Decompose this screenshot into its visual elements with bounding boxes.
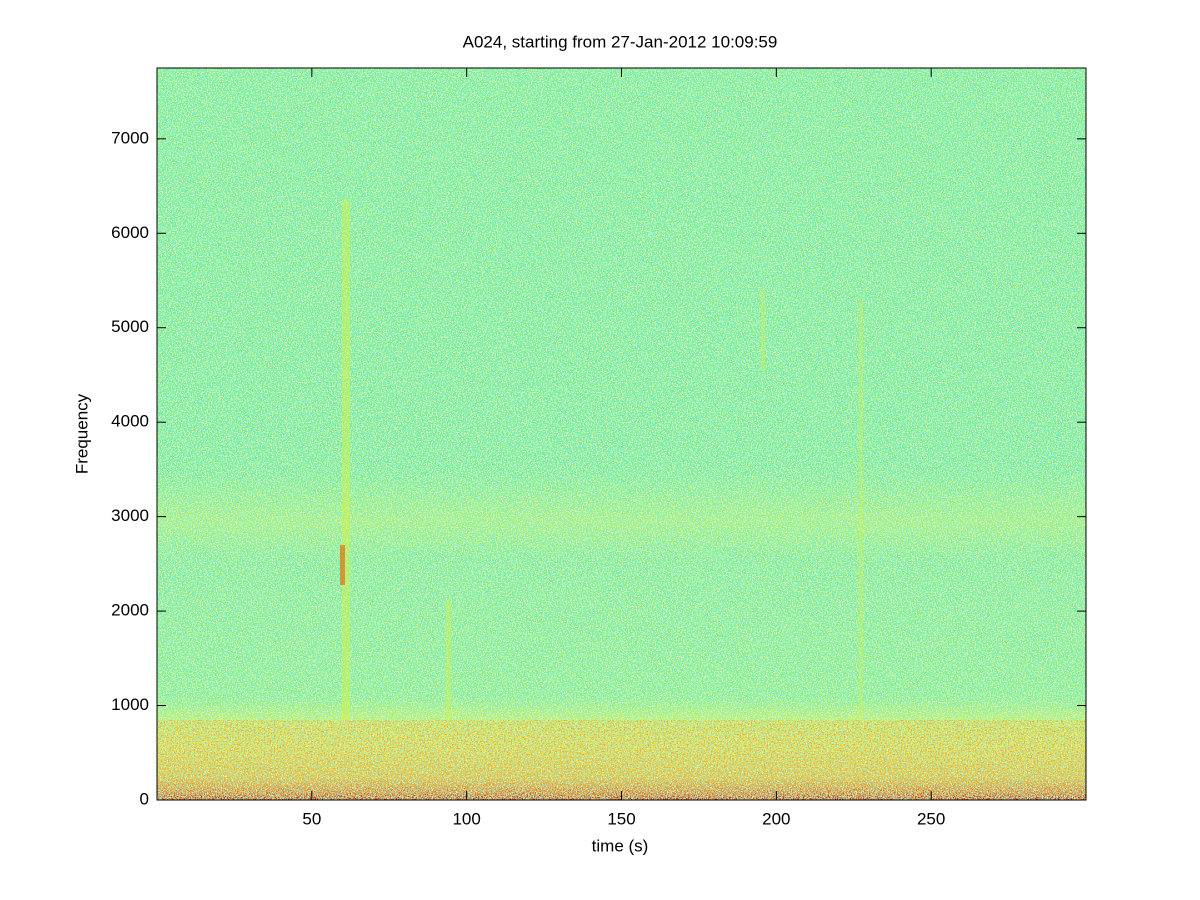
- chart-title: A024, starting from 27-Jan-2012 10:09:59: [463, 32, 778, 51]
- x-tick-label: 200: [762, 809, 790, 828]
- noise: [157, 68, 1086, 800]
- streak: [342, 200, 350, 720]
- x-axis-label: time (s): [592, 836, 649, 855]
- x-tick-label: 150: [607, 809, 635, 828]
- streak: [340, 545, 345, 585]
- y-tick-label: 7000: [111, 128, 149, 147]
- x-tick-label: 100: [452, 809, 480, 828]
- y-tick-label: 0: [140, 789, 149, 808]
- x-tick-label: 50: [302, 809, 321, 828]
- streak: [859, 300, 863, 720]
- y-tick-label: 4000: [111, 412, 149, 431]
- y-tick-label: 5000: [111, 317, 149, 336]
- y-tick-label: 6000: [111, 223, 149, 242]
- y-tick-label: 1000: [111, 695, 149, 714]
- noise: [157, 720, 1086, 800]
- y-axis-label: Frequency: [72, 393, 91, 474]
- y-tick-label: 3000: [111, 506, 149, 525]
- x-tick-label: 250: [917, 809, 945, 828]
- streak: [761, 290, 765, 370]
- y-tick-label: 2000: [111, 601, 149, 620]
- spectrogram-image: [157, 68, 1086, 800]
- streak: [446, 600, 451, 720]
